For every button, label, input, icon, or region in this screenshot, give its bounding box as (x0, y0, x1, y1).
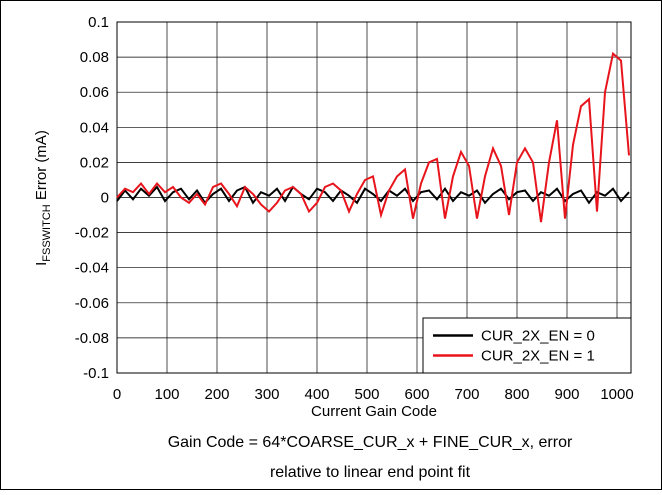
x-tick-label: 600 (404, 386, 429, 403)
series-line (116, 51, 630, 223)
y-tick-label: -0.08 (75, 330, 109, 347)
x-tick-label: 1000 (600, 386, 633, 403)
caption: relative to linear end point fit (270, 464, 471, 481)
y-tick-label: 0.08 (80, 49, 109, 66)
legend-box (422, 317, 632, 374)
y-tick-label: 0 (101, 190, 109, 207)
y-tick-label: 0.04 (80, 119, 109, 136)
x-tick-label: 100 (154, 386, 179, 403)
x-label: Current Gain Code (311, 403, 437, 420)
y-tick-label: -0.06 (75, 295, 109, 312)
y-tick-label: -0.04 (75, 260, 109, 277)
x-tick-label: 400 (304, 386, 329, 403)
y-tick-label: -0.02 (75, 225, 109, 242)
x-tick-label: 200 (204, 386, 229, 403)
y-tick-label: 0.06 (80, 84, 109, 101)
legend-label: CUR_2X_EN = 0 (481, 328, 595, 345)
y-tick-label: 0.02 (80, 154, 109, 171)
x-tick-label: 900 (554, 386, 579, 403)
series-line (116, 185, 630, 205)
x-tick-label: 700 (454, 386, 479, 403)
y-label-main: I (33, 262, 50, 266)
x-tick-label: 0 (113, 386, 121, 403)
legend-label: CUR_2X_EN = 1 (481, 348, 595, 365)
y-tick-label: 0.1 (88, 14, 109, 31)
caption: Gain Code = 64*COARSE_CUR_x + FINE_CUR_x… (168, 434, 573, 451)
x-tick-label: 500 (354, 386, 379, 403)
x-tick-label: 800 (504, 386, 529, 403)
y-label-sub: FSSWITCH (41, 204, 53, 261)
x-tick-label: 300 (254, 386, 279, 403)
y-label: IFSSWITCH Error (mA) (33, 130, 53, 266)
y-label-rest: Error (mA) (33, 130, 50, 204)
y-tick-label: -0.1 (83, 365, 109, 382)
